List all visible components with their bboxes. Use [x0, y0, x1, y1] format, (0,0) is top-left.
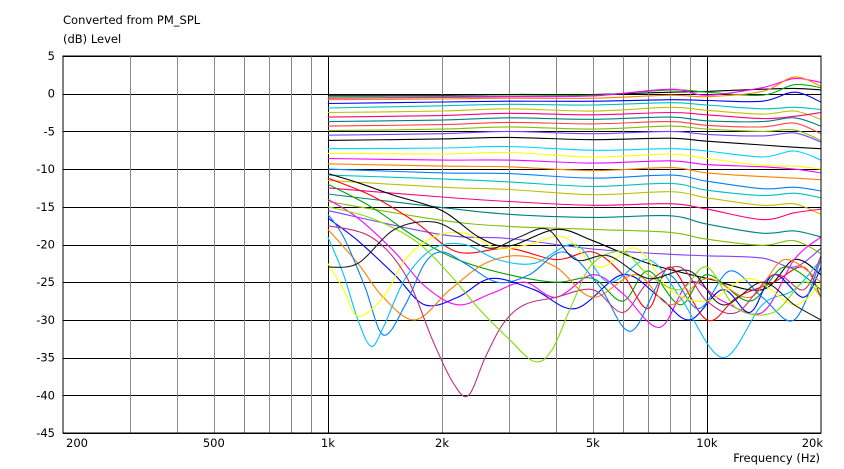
x-tick-label: 1k: [321, 436, 335, 450]
plot-frame: [62, 55, 822, 434]
y-tick-label: -5: [44, 124, 55, 138]
x-tick-label: 20k: [802, 436, 824, 450]
y-axis-label: (dB) Level: [63, 32, 121, 46]
series-line-12: [327, 130, 822, 143]
series-line-15: [327, 151, 822, 170]
series-line-4: [327, 76, 822, 101]
series-line-35: [327, 206, 822, 363]
series-line-9: [327, 116, 822, 127]
x-tick-label: 200: [66, 436, 88, 450]
series-line-21: [327, 187, 822, 221]
series-line-31: [327, 213, 822, 336]
y-tick-label: 5: [48, 49, 55, 63]
x-tick-label: 5k: [586, 436, 600, 450]
series-line-18: [327, 168, 822, 192]
y-tick-label: -20: [36, 238, 55, 252]
series-line-23: [327, 200, 822, 254]
series-line-6: [327, 102, 822, 111]
series-line-20: [327, 179, 822, 215]
y-tick-labels: 5 0 -5 -10 -15 -20 -25 -30 -35 -40 -45: [36, 49, 55, 440]
y-tick-label: -35: [36, 351, 55, 365]
x-axis-label: Frequency (Hz): [733, 451, 820, 465]
y-tick-label: -40: [36, 388, 55, 402]
plot-area: [327, 76, 822, 398]
series-line-27: [327, 183, 822, 306]
x-tick-label: 2k: [435, 436, 449, 450]
series-line-17: [327, 163, 822, 181]
y-tick-label: -15: [36, 200, 55, 214]
y-tick-label: 0: [48, 87, 55, 101]
series-line-13: [327, 136, 822, 150]
series-line-34: [327, 225, 822, 398]
series-line-2: [327, 83, 822, 98]
y-tick-label: -45: [36, 426, 55, 440]
series-line-32: [327, 236, 822, 359]
y-tick-label: -25: [36, 275, 55, 289]
series-line-16: [327, 157, 822, 174]
y-tick-label: -30: [36, 313, 55, 327]
series-line-14: [327, 145, 822, 161]
series-line-36: [327, 221, 822, 321]
y-tick-label: -10: [36, 162, 55, 176]
series-line-7: [327, 106, 822, 120]
series-line-5: [327, 91, 822, 105]
series-line-24: [327, 210, 822, 268]
x-tick-label: 500: [203, 436, 225, 450]
chart-title: Converted from PM_SPL: [63, 13, 201, 27]
x-tick-labels: 200 500 1k 2k 5k 10k 20k: [66, 436, 823, 450]
series-line-19: [327, 174, 822, 199]
series-line-10: [327, 121, 822, 135]
series-line-11: [327, 125, 822, 141]
series-line-8: [327, 111, 822, 120]
series-line-33: [327, 231, 822, 317]
series-line-22: [327, 193, 822, 238]
series-line-25: [327, 173, 822, 291]
x-tick-label: 10k: [696, 436, 718, 450]
